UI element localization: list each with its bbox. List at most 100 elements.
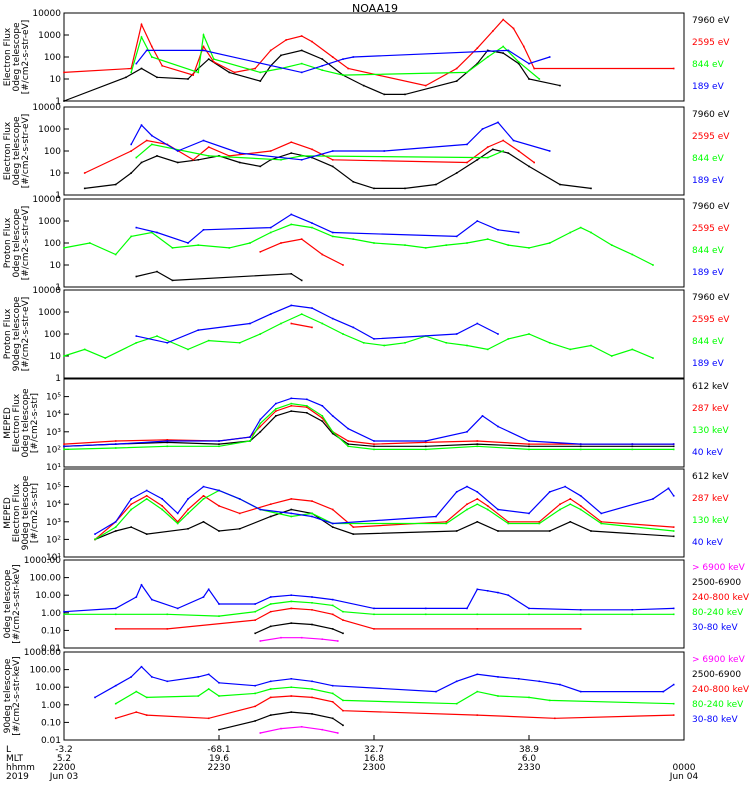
data-point — [311, 623, 313, 626]
data-point — [259, 508, 262, 511]
data-point — [114, 530, 117, 532]
y-tick-label: 10 — [50, 75, 62, 85]
data-point — [166, 445, 169, 448]
series-line — [260, 238, 344, 266]
data-point — [187, 78, 189, 80]
data-point — [476, 443, 479, 445]
data-point — [161, 65, 163, 67]
y-tick-label: 10 — [50, 352, 62, 362]
data-point — [269, 596, 272, 598]
data-point — [424, 441, 427, 444]
data-point — [130, 71, 132, 74]
data-point — [507, 244, 510, 246]
data-point — [290, 512, 293, 515]
data-point — [63, 443, 65, 445]
y-tick-label: 10000 — [32, 103, 61, 113]
data-point — [228, 247, 231, 249]
data-point — [259, 425, 262, 428]
data-point — [228, 155, 231, 157]
legend-entry: 189 eV — [692, 359, 725, 369]
data-point — [114, 443, 117, 445]
series-line — [130, 32, 540, 80]
data-point — [311, 688, 313, 690]
y-tick-label: 10 — [50, 169, 62, 179]
data-point — [507, 594, 510, 596]
data-point — [373, 443, 375, 445]
panel-3: 1 10 100 1000 10000 Proton Flux 0deg telescope… — [3, 195, 730, 293]
data-point — [63, 71, 65, 74]
data-point — [311, 680, 313, 683]
data-point — [652, 498, 654, 500]
data-point — [466, 143, 468, 146]
data-point — [590, 530, 592, 532]
data-point — [130, 235, 132, 238]
data-point — [187, 498, 189, 500]
data-point — [331, 701, 334, 703]
data-point — [579, 443, 582, 445]
data-point — [352, 326, 355, 329]
legend-entry: > 6900 keV — [692, 563, 746, 573]
data-point — [311, 609, 313, 611]
series-line — [136, 304, 499, 344]
legend-entry: 80-240 keV — [692, 608, 744, 618]
legend-entry: 7960 eV — [692, 110, 730, 120]
data-point — [238, 512, 241, 515]
data-point — [569, 231, 572, 234]
data-point — [156, 231, 158, 234]
data-point — [290, 410, 293, 412]
data-point — [548, 242, 551, 244]
data-point — [114, 253, 117, 256]
data-point — [130, 508, 132, 511]
y-tick-label: 0.10 — [41, 626, 61, 636]
data-point — [373, 628, 375, 630]
data-point — [486, 156, 489, 159]
data-point — [218, 695, 220, 697]
data-point — [238, 528, 241, 530]
data-point — [254, 619, 256, 621]
data-point — [507, 49, 510, 52]
data-point — [202, 45, 205, 48]
data-point — [631, 253, 634, 256]
data-point — [600, 522, 603, 525]
data-point — [130, 498, 132, 500]
data-point — [176, 161, 179, 164]
legend-entry: 240-800 keV — [692, 685, 750, 695]
data-point — [207, 588, 210, 591]
data-point — [672, 443, 675, 445]
data-point — [486, 49, 489, 52]
y-axis-label: 0deg telescope — [3, 569, 13, 639]
data-point — [254, 705, 256, 708]
data-point — [300, 159, 303, 161]
data-point — [672, 607, 675, 610]
data-point — [202, 495, 205, 497]
data-point — [424, 445, 427, 448]
data-point — [466, 508, 468, 511]
legend-entry: 130 keV — [692, 516, 729, 526]
data-point — [202, 34, 205, 36]
data-point — [342, 264, 344, 266]
data-point — [63, 610, 65, 613]
x-tick-label: 16.8 — [364, 754, 384, 764]
data-point — [176, 150, 179, 152]
data-point — [502, 150, 504, 152]
data-point — [559, 84, 561, 87]
data-point — [94, 533, 96, 535]
data-point — [300, 155, 303, 157]
data-point — [218, 603, 220, 605]
data-point — [528, 696, 530, 699]
data-point — [207, 673, 210, 676]
data-point — [502, 52, 504, 54]
data-point — [202, 596, 205, 598]
data-point — [290, 397, 293, 400]
data-point — [156, 155, 158, 157]
data-point — [300, 636, 303, 639]
data-point — [145, 495, 148, 497]
data-point — [130, 526, 132, 528]
data-point — [528, 78, 530, 80]
data-point — [280, 636, 282, 639]
data-point — [104, 357, 107, 359]
data-point — [331, 522, 334, 525]
data-point — [342, 74, 344, 76]
data-point — [207, 146, 210, 148]
